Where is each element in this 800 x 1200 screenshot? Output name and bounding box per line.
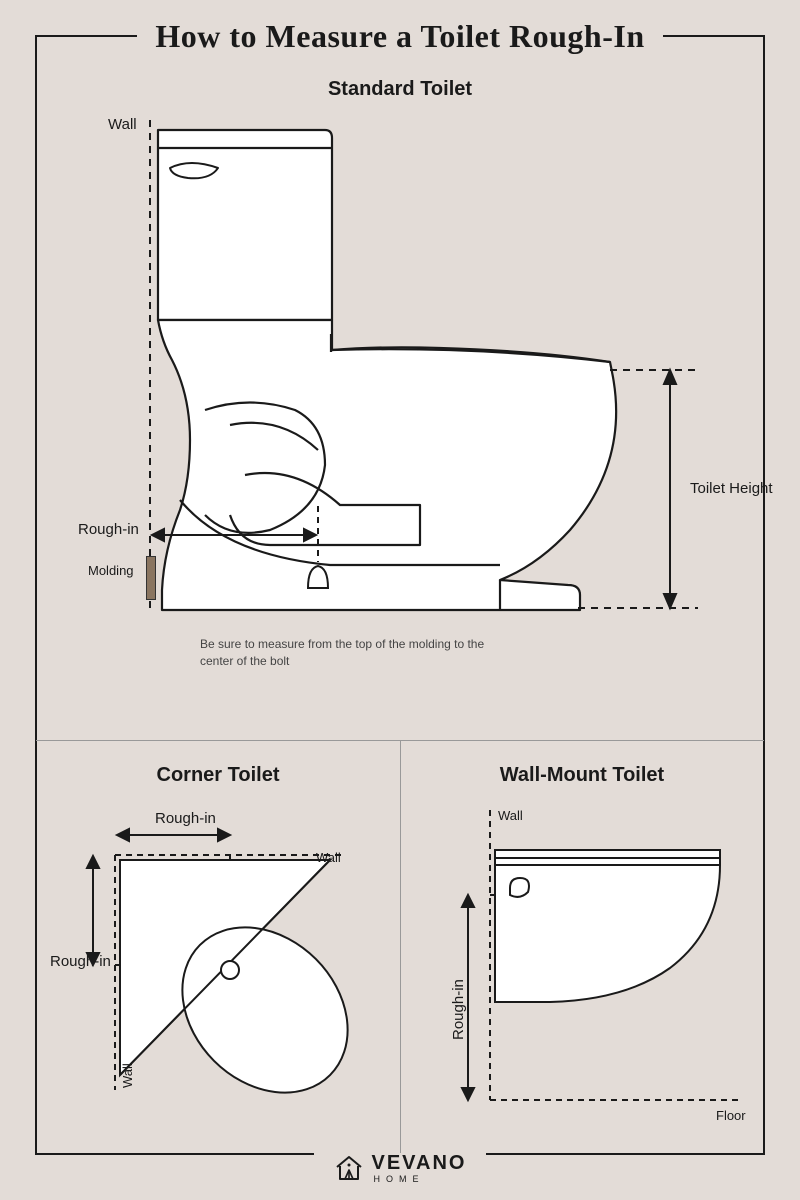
molding-label: Molding [88, 563, 134, 578]
measure-note: Be sure to measure from the top of the m… [200, 636, 500, 670]
corner-roughin-left-arrow [87, 856, 99, 965]
wallmount-diagram [420, 800, 755, 1140]
wall-label: Wall [108, 116, 137, 133]
molding-bar [146, 556, 156, 600]
brand-footer: VEVANO HOME [0, 1153, 800, 1189]
standard-title: Standard Toilet [0, 78, 800, 101]
corner-title: Corner Toilet [36, 764, 400, 787]
title-bar: How to Measure a Toilet Rough-In [0, 18, 800, 55]
wallmount-roughin-label: Rough-in [450, 979, 467, 1040]
brand-logo-icon [334, 1153, 364, 1183]
brand-name: VEVANO [372, 1153, 467, 1173]
height-label: Toilet Height [690, 480, 773, 497]
toilet-illustration [158, 130, 616, 610]
brand-sub: HOME [372, 1175, 425, 1184]
wallmount-wall-label: Wall [498, 808, 523, 823]
wallmount-floor-label: Floor [716, 1108, 746, 1123]
roughin-label: Rough-in [78, 521, 139, 538]
corner-roughin-top-arrow [117, 829, 230, 841]
wallmount-toilet [495, 850, 720, 1002]
page-title: How to Measure a Toilet Rough-In [137, 18, 662, 55]
corner-roughin-top-label: Rough-in [155, 810, 216, 827]
standard-diagram [70, 110, 730, 670]
vertical-divider [400, 740, 401, 1153]
corner-wall-bottom-label: Wall [120, 1063, 135, 1088]
corner-roughin-left-label: Rough-in [50, 953, 111, 970]
wallmount-title: Wall-Mount Toilet [400, 764, 764, 787]
corner-wall-right-label: Wall [316, 850, 341, 865]
bolt-circle-icon [221, 961, 239, 979]
